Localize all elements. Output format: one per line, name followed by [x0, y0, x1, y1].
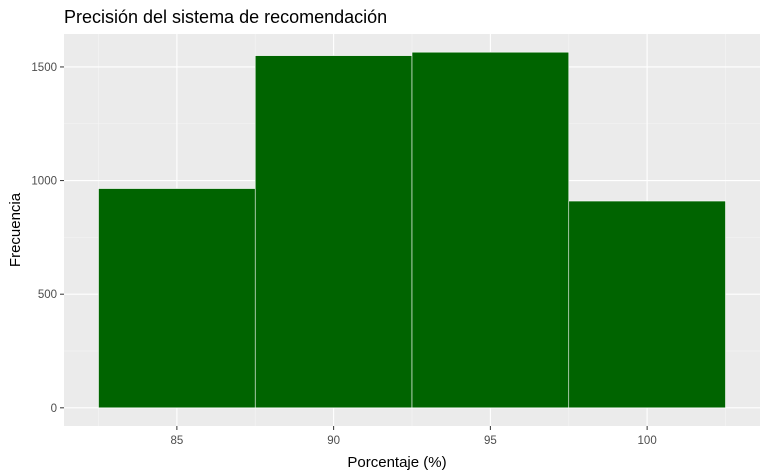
- x-tick-label: 90: [327, 435, 340, 447]
- chart-title: Precisión del sistema de recomendación: [64, 7, 387, 27]
- x-tick-label: 85: [170, 435, 183, 447]
- bars: [98, 51, 726, 409]
- x-tick-label: 100: [638, 435, 657, 447]
- x-axis-title: Porcentaje (%): [347, 454, 446, 471]
- x-axis: 85 90 95 100: [170, 426, 657, 447]
- y-tick-label: 1500: [31, 62, 57, 74]
- histogram-bar: [98, 188, 256, 409]
- histogram-bar: [568, 200, 726, 409]
- histogram-bar: [411, 51, 570, 409]
- x-tick-label: 95: [484, 435, 497, 447]
- y-tick-label: 500: [38, 289, 57, 301]
- histogram-bar: [254, 55, 413, 409]
- y-tick-label: 1000: [31, 176, 57, 188]
- y-axis: 0 500 1000 1500: [31, 62, 64, 415]
- y-tick-label: 0: [51, 403, 57, 415]
- y-axis-title: Frecuencia: [7, 192, 24, 267]
